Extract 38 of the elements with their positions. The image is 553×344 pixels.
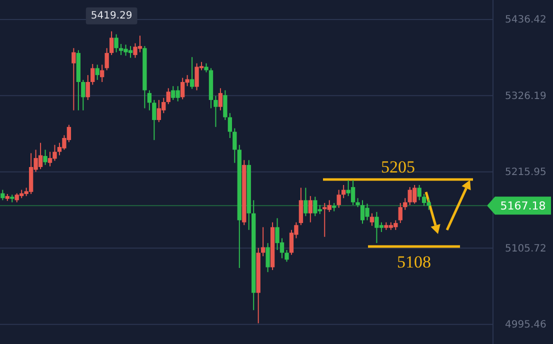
candlestick — [260, 226, 266, 257]
annotation: 5419.29 — [90, 10, 132, 22]
candlestick — [214, 95, 218, 128]
candlestick — [190, 56, 194, 90]
ref-line-label: 5167.18 — [500, 200, 546, 213]
candlestick — [100, 64, 104, 82]
ref-line-label: 5205 — [381, 157, 415, 176]
candlestick — [304, 187, 308, 217]
y-tick-label: 5326.19 — [505, 90, 546, 102]
y-tick-label: 4995.46 — [505, 320, 546, 331]
candlestick — [114, 34, 118, 53]
candlestick — [90, 64, 95, 86]
candlestick — [298, 187, 304, 226]
candlestick — [166, 88, 170, 105]
candlestick — [86, 74, 90, 100]
candlestick — [218, 88, 223, 111]
candlestick — [43, 149, 48, 166]
candlestick — [228, 112, 232, 138]
candlestick — [104, 48, 109, 71]
candlestick — [72, 48, 76, 111]
candlestick — [284, 249, 289, 262]
candlestick — [417, 184, 422, 201]
candlestick — [223, 90, 228, 121]
legend-label: 5108 — [397, 252, 431, 272]
candlestick — [232, 128, 237, 164]
candlestick — [266, 242, 270, 273]
candlestick — [81, 79, 86, 111]
candlestick — [336, 189, 341, 208]
y-tick-label: 5436.42 — [505, 14, 546, 26]
candlestick — [370, 212, 374, 226]
y-tick-label: 5105.72 — [505, 243, 546, 254]
candlestick — [95, 64, 100, 80]
candlestick — [398, 202, 402, 224]
candlestick — [147, 90, 152, 111]
candlestick — [109, 30, 114, 56]
candlestick — [308, 196, 313, 223]
candlestick — [152, 99, 156, 141]
y-tick-label: 5215.95 — [505, 167, 546, 178]
